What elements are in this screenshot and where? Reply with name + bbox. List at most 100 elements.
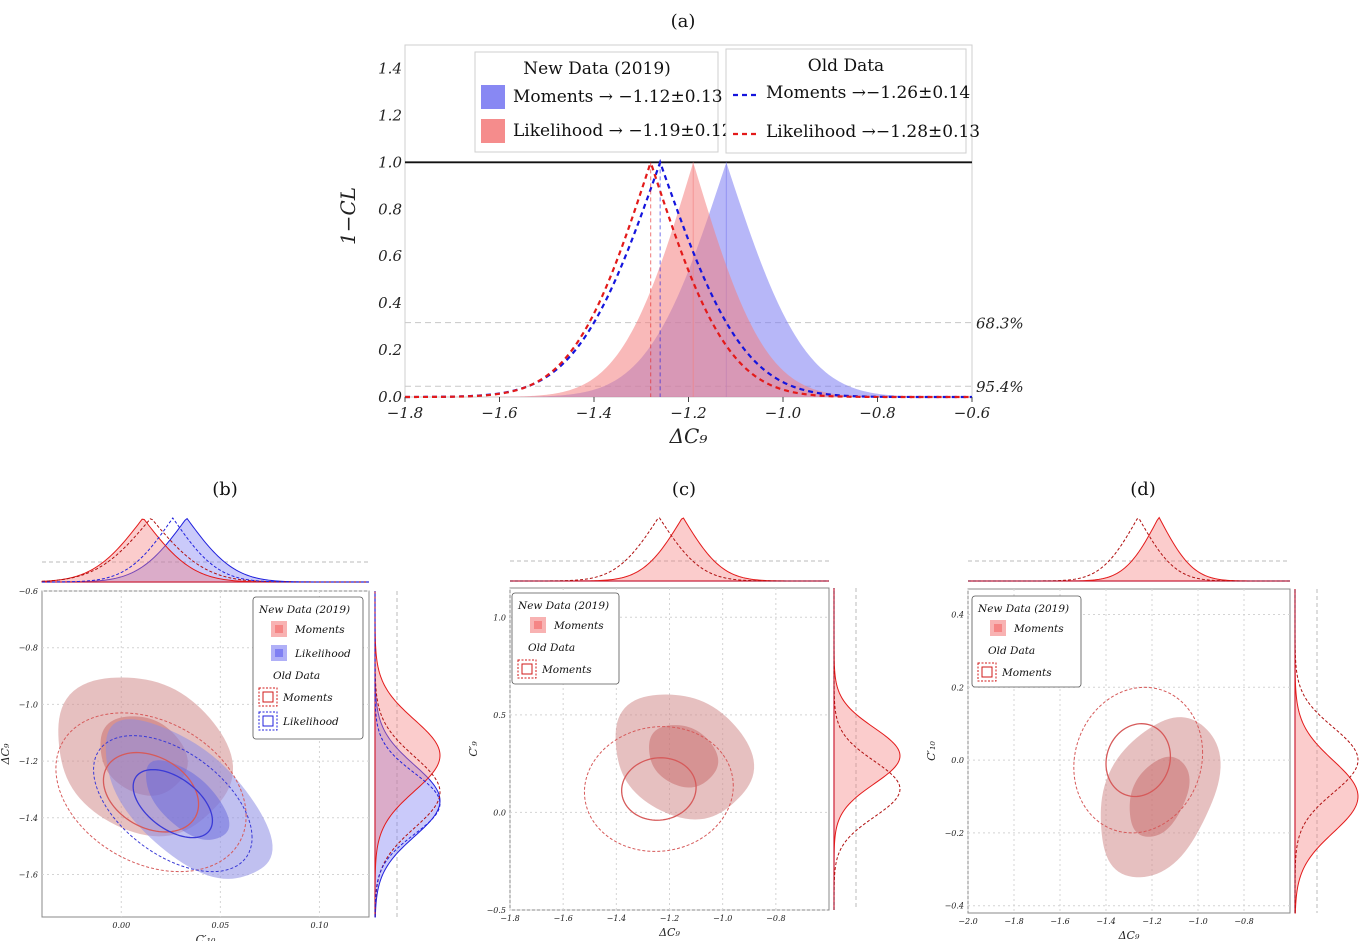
legend-swatch-old-inner <box>521 663 533 675</box>
x-tick-label: 0.10 <box>311 921 329 930</box>
panel-a-plot: 68.3% 95.4% −1.8 −1.6 −1.4 −1.2 −1.0 −0.8 −0.6 0.… <box>336 44 1024 448</box>
y-tick-label: 0.8 <box>378 200 402 218</box>
x-tick-label: −2.0 <box>958 917 977 926</box>
x-tick-label: −0.8 <box>859 404 895 422</box>
legend-old-title: Old Data <box>273 670 320 682</box>
panel-c-plot: −1.8 −1.6 −1.4 −1.2 −1.0 −0.8 −0.5 0.0 0.5 1.0 ΔC₉… <box>467 517 901 939</box>
x-tick-label: −1.8 <box>387 404 423 422</box>
legend-new-box <box>474 51 719 153</box>
y-tick-label: −1.2 <box>19 757 38 766</box>
x-tick-label: −1.8 <box>500 914 519 923</box>
top-marginal-1 <box>510 517 829 582</box>
legend-swatch-old-outer <box>517 659 537 679</box>
panel-d-label: (d) <box>1130 479 1156 500</box>
y-tick-label: 0.4 <box>378 294 402 312</box>
legend-new-title: New Data (2019) <box>517 600 609 612</box>
y-tick-label: 0.0 <box>951 756 964 765</box>
panel-b-plot: 0.00 0.05 0.10 −1.6 −1.4 −1.2 −1.0 −0.8 −0.6 C′₁₀… <box>0 517 441 941</box>
legend-box <box>511 592 620 685</box>
y-tick-label: 0.2 <box>951 683 964 692</box>
y-axis-label: C′₁₀ <box>925 741 938 761</box>
legend-new-title: New Data (2019) <box>977 603 1069 615</box>
legend-swatch-old-inner <box>262 715 274 727</box>
legend-swatch-new-core <box>275 649 283 657</box>
legend-entry-new: Likelihood <box>294 648 351 660</box>
y-tick-label: −1.0 <box>19 700 38 709</box>
side-marginal-0 <box>1294 589 1359 914</box>
contour-0-1sigma <box>649 725 719 788</box>
panel-a-label: (a) <box>671 11 696 32</box>
contour-3-2sigma-outline <box>93 735 253 873</box>
y-tick-label: 0.0 <box>378 388 402 406</box>
x-tick-label: −1.6 <box>1050 917 1069 926</box>
x-tick-label: 0.05 <box>211 921 229 930</box>
contour-1-2sigma-outline <box>583 726 734 852</box>
legend-old-title: Old Data <box>528 642 575 654</box>
y-tick-label: −0.5 <box>487 906 506 915</box>
panel-b-label: (b) <box>212 479 238 500</box>
legend-old-box <box>725 48 967 154</box>
x-tick-label: −0.6 <box>954 404 991 422</box>
x-tick-label: −1.4 <box>607 914 626 923</box>
legend-swatch-old-outer <box>258 711 278 731</box>
contour-3-1sigma-outline <box>132 768 214 839</box>
contour-2-2sigma-outline <box>55 712 247 873</box>
legend-swatch-old-inner <box>981 666 993 678</box>
contour-1-1sigma <box>146 760 230 840</box>
panel-d-plot: −2.0 −1.8 −1.6 −1.4 −1.2 −1.0 −0.8 −0.4 −0.2 0.0 0… <box>925 516 1359 941</box>
x-tick-label: 0.00 <box>112 921 130 930</box>
y-tick-label: −0.2 <box>945 829 964 838</box>
legend-swatch-new-likelihood <box>481 119 505 143</box>
y-tick-label: 0.2 <box>378 341 402 359</box>
x-tick-label: −1.4 <box>1096 917 1115 926</box>
contour-1-1sigma-outline <box>620 757 697 821</box>
legend-swatch-old-inner <box>262 691 274 703</box>
legend-old-title: Old Data <box>988 645 1035 657</box>
y-tick-label: 1.4 <box>378 59 402 77</box>
y-tick-label: −1.4 <box>19 814 38 823</box>
y-tick-label: 0.6 <box>378 247 402 265</box>
y-tick-label: 0.0 <box>493 808 506 817</box>
legend-new-title: New Data (2019) <box>258 604 350 616</box>
series-3-curve <box>404 161 972 399</box>
top-marginal-1 <box>968 517 1290 582</box>
x-axis-label: ΔC₉ <box>658 926 680 939</box>
top-marginal-0 <box>510 517 829 582</box>
x-tick-label: −1.6 <box>553 914 572 923</box>
y-tick-label: 1.2 <box>378 106 402 124</box>
cl-threshold-label: 95.4% <box>976 378 1024 396</box>
y-tick-label: −1.6 <box>19 870 38 879</box>
panel-c-label: (c) <box>672 479 696 500</box>
legend-entry-new-likelihood: Likelihood → −1.19±0.12 <box>513 121 733 141</box>
legend-entry-new-moments: Moments → −1.12±0.13 <box>513 87 723 107</box>
legend-swatch-new-core <box>275 625 283 633</box>
y-tick-label: −0.6 <box>19 587 38 596</box>
x-tick-label: −0.8 <box>766 914 785 923</box>
contour-0-1sigma <box>1129 756 1190 837</box>
series-1-fill <box>405 163 972 397</box>
legend-swatch-new-core <box>994 624 1002 632</box>
legend-swatch-old-outer <box>258 687 278 707</box>
x-tick-label: −1.2 <box>670 404 706 422</box>
legend-entry-old-likelihood: Likelihood →−1.28±0.13 <box>766 122 980 142</box>
legend-entry-new: Moments <box>294 624 345 636</box>
x-tick-label: −1.8 <box>1004 917 1023 926</box>
side-marginal-0 <box>833 588 901 910</box>
cl-threshold-label: 68.3% <box>976 315 1024 333</box>
legend-new-title: New Data (2019) <box>523 59 671 79</box>
x-tick-label: −1.0 <box>1188 917 1207 926</box>
legend-box <box>971 595 1082 688</box>
legend-entry-old: Moments <box>1001 667 1052 679</box>
legend-entry-old: Moments <box>541 664 592 676</box>
x-tick-label: −1.6 <box>481 404 518 422</box>
y-axis-label: ΔC₉ <box>0 743 12 765</box>
legend-swatch-new-moments <box>481 85 505 109</box>
side-marginal-3 <box>374 591 441 918</box>
y-tick-label: 1.0 <box>378 153 402 171</box>
legend-entry-new: Moments <box>553 620 604 632</box>
x-tick-label: −0.8 <box>1234 917 1253 926</box>
x-tick-label: −1.4 <box>576 404 612 422</box>
legend-swatch-new-core <box>534 621 542 629</box>
x-axis-label: ΔC₉ <box>669 424 708 448</box>
